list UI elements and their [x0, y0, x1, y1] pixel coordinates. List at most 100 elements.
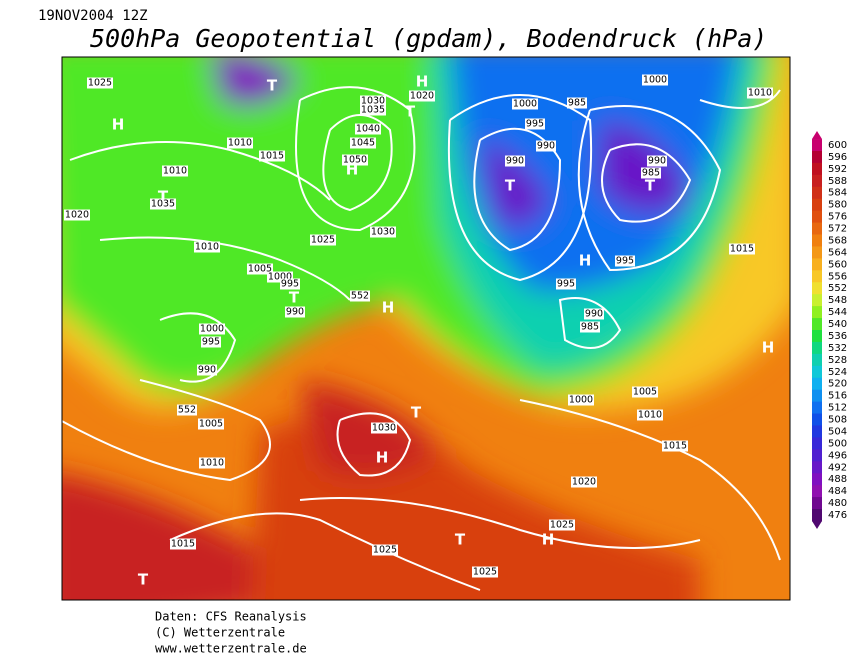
- isobar-label-bg: [409, 90, 435, 102]
- isobar-label-bg: [285, 306, 305, 318]
- pressure-center: T: [289, 289, 300, 307]
- isobar-label-bg: [580, 321, 600, 333]
- isobar-label-bg: [584, 308, 604, 320]
- isobar-label: 1035: [361, 105, 385, 116]
- legend-label: 496: [828, 450, 847, 461]
- isobar-label-bg: [536, 140, 556, 152]
- isobar-label-bg: [567, 97, 587, 109]
- pressure-center: H: [376, 449, 389, 467]
- isobar-label-bg: [177, 404, 197, 416]
- isobar-label-bg: [505, 155, 525, 167]
- legend-swatch: [812, 234, 822, 247]
- title: 500hPa Geopotential (gpdam), Bodendruck …: [90, 24, 767, 53]
- pressure-center: H: [416, 73, 429, 91]
- legend-label: 556: [828, 271, 847, 282]
- legend-label: 580: [828, 200, 847, 211]
- legend-swatch: [812, 282, 822, 295]
- isobar-label: 552: [351, 291, 369, 302]
- legend-swatch: [812, 258, 822, 271]
- isobar-label: 995: [526, 119, 544, 130]
- legend-label: 480: [828, 498, 847, 509]
- isobar-label: 1045: [351, 138, 375, 149]
- pressure-center: H: [762, 339, 775, 357]
- legend-label: 540: [828, 319, 847, 330]
- isobar-label-bg: [162, 165, 188, 177]
- legend-swatch: [812, 139, 822, 152]
- isobar-label: 1000: [643, 75, 667, 86]
- legend-swatch: [812, 437, 822, 450]
- isobar-label: 1025: [88, 78, 112, 89]
- isobar-label-bg: [247, 263, 273, 275]
- isobar-label: 1005: [248, 264, 272, 275]
- isobar-label: 990: [506, 156, 524, 167]
- pressure-center: T: [411, 404, 422, 422]
- isobar-label-bg: [259, 150, 285, 162]
- footer-line: (C) Wetterzentrale: [155, 626, 285, 640]
- pressure-center: T: [267, 77, 278, 95]
- isobar-label-bg: [568, 394, 594, 406]
- isobar-label-bg: [227, 137, 253, 149]
- isobar-label: 985: [568, 98, 586, 109]
- isobar-label: 990: [198, 365, 216, 376]
- isobar-label-bg: [350, 290, 370, 302]
- isobar-label: 1025: [550, 520, 574, 531]
- legend-label: 476: [828, 510, 847, 521]
- legend-label: 560: [828, 259, 847, 270]
- legend-label: 492: [828, 462, 847, 473]
- legend-label: 576: [828, 212, 847, 223]
- isobar-label-bg: [342, 154, 368, 166]
- pressure-center: H: [112, 116, 125, 134]
- pressure-center: H: [579, 252, 592, 270]
- isobar-label: 990: [585, 309, 603, 320]
- legend-label: 588: [828, 176, 847, 187]
- isobar-label: 1010: [195, 242, 219, 253]
- isobar-label: 1025: [473, 567, 497, 578]
- isobar-label: 1030: [372, 423, 396, 434]
- legend-label: 548: [828, 295, 847, 306]
- isobar-label-bg: [371, 422, 397, 434]
- isobar-label: 1025: [373, 545, 397, 556]
- isobar-label-bg: [310, 234, 336, 246]
- isobar-label-bg: [642, 74, 668, 86]
- legend-label: 488: [828, 474, 847, 485]
- isobar-label-bg: [549, 519, 575, 531]
- isobar-label: 1000: [569, 395, 593, 406]
- isobars: [62, 86, 781, 591]
- legend-label: 500: [828, 438, 847, 449]
- isobar-label-bg: [170, 538, 196, 550]
- isobar-label: 1020: [572, 477, 596, 488]
- isobar-label: 1010: [638, 410, 662, 421]
- legend-label: 572: [828, 224, 847, 235]
- isobar-label: 995: [202, 337, 220, 348]
- isobar-label-bg: [615, 255, 635, 267]
- footer-line: Daten: CFS Reanalysis: [155, 610, 307, 624]
- isobar-label-bg: [637, 409, 663, 421]
- isobar-label-bg: [150, 198, 176, 210]
- isobar-label: 985: [581, 322, 599, 333]
- legend-swatch: [812, 449, 822, 462]
- pressure-center: T: [405, 103, 416, 121]
- legend-label: 516: [828, 391, 847, 402]
- pressure-center: T: [645, 177, 656, 195]
- isobar-label-bg: [525, 118, 545, 130]
- map: T H1020T10301035104010451050H102510301025…: [62, 57, 790, 600]
- legend-label: 600: [828, 140, 847, 151]
- legend-swatch: [812, 389, 822, 403]
- legend-swatch: [812, 318, 822, 331]
- legend-label: 504: [828, 426, 847, 437]
- isobar-label: 1010: [748, 88, 772, 99]
- isobar-label: 1010: [163, 166, 187, 177]
- legend-swatch: [812, 174, 822, 188]
- legend-swatch: [812, 150, 822, 164]
- isobar-label-bg: [198, 418, 224, 430]
- legend-label: 528: [828, 355, 847, 366]
- isobar-label: 1005: [199, 419, 223, 430]
- legend-swatch: [812, 473, 822, 486]
- legend-cap: [812, 520, 822, 529]
- isobar-label-bg: [556, 278, 576, 290]
- legend-swatch: [812, 353, 822, 367]
- legend-label: 508: [828, 415, 847, 426]
- legend-swatch: [812, 461, 822, 474]
- isobar-label-bg: [647, 155, 667, 167]
